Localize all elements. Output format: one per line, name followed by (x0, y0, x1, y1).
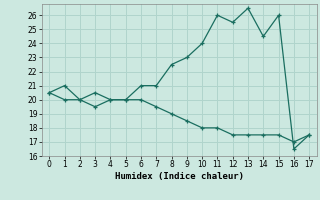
X-axis label: Humidex (Indice chaleur): Humidex (Indice chaleur) (115, 172, 244, 181)
